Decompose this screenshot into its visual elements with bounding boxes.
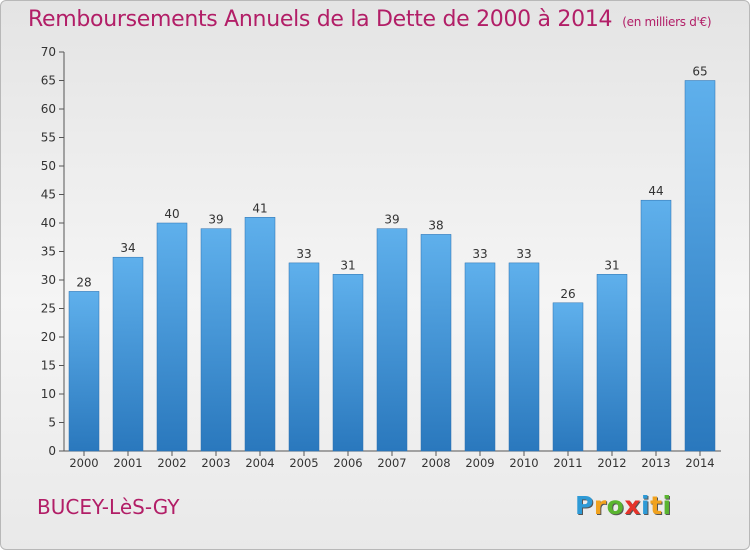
bar-value-label: 34: [120, 241, 135, 255]
x-tick-label: 2001: [113, 456, 142, 470]
proxiti-logo: Proxiti: [575, 491, 672, 520]
bar: [288, 262, 320, 452]
x-tick-label: 2007: [377, 456, 406, 470]
bar-value-label: 33: [296, 247, 311, 261]
bar-value-label: 28: [76, 275, 91, 289]
logo-letter: i: [641, 491, 651, 520]
y-tick-label: 60: [41, 102, 56, 116]
x-tick-label: 2014: [685, 456, 714, 470]
bar-value-label: 31: [604, 258, 619, 272]
bar: [684, 80, 716, 452]
bars: 28 34 40 39 41 33 31 39 38 33 33 26 31 44 65: [68, 65, 716, 452]
x-tick-label: 2000: [69, 456, 98, 470]
bar: [420, 234, 452, 452]
bar-value-label: 33: [472, 247, 487, 261]
bar: [332, 274, 364, 452]
bar-value-label: 31: [340, 258, 355, 272]
x-tick-label: 2006: [333, 456, 362, 470]
bar: [552, 302, 584, 452]
bar: [68, 291, 100, 452]
y-tick-label: 35: [41, 245, 56, 259]
logo-letter: o: [606, 491, 625, 520]
y-axis: 0 5 10 15 20 25 30 35 40 45 50 55 60 65 70: [41, 45, 65, 458]
bar: [640, 199, 672, 452]
x-tick-label: 2004: [245, 456, 274, 470]
bar: [244, 217, 276, 452]
bar: [508, 262, 540, 452]
y-tick-label: 45: [41, 188, 56, 202]
bar-value-label: 26: [560, 287, 575, 301]
town-name: BUCEY-LèS-GY: [37, 495, 180, 519]
y-tick-label: 55: [41, 131, 56, 145]
bar-value-label: 33: [516, 247, 531, 261]
logo-letter: r: [593, 491, 607, 520]
x-tick-label: 2009: [465, 456, 494, 470]
y-tick-label: 0: [48, 444, 56, 458]
bar-value-label: 40: [164, 207, 179, 221]
logo-letter: t: [650, 491, 663, 520]
bar: [464, 262, 496, 452]
y-tick-label: 40: [41, 216, 56, 230]
logo-letter: P: [575, 491, 594, 520]
x-tick-label: 2008: [421, 456, 450, 470]
x-tick-label: 2003: [201, 456, 230, 470]
y-tick-label: 10: [41, 387, 56, 401]
y-tick-label: 30: [41, 273, 56, 287]
x-tick-label: 2002: [157, 456, 186, 470]
chart-unit-note: (en milliers d'€): [622, 15, 712, 29]
bar: [596, 274, 628, 452]
y-tick-label: 65: [41, 74, 56, 88]
bar-value-label: 44: [648, 184, 663, 198]
x-tick-label: 2010: [509, 456, 538, 470]
chart-title: Remboursements Annuels de la Dette de 20…: [28, 7, 712, 32]
bar-value-label: 39: [384, 213, 399, 227]
x-tick-label: 2012: [597, 456, 626, 470]
logo-letter: i: [662, 491, 672, 520]
y-tick-label: 15: [41, 359, 56, 373]
bar-value-label: 39: [208, 213, 223, 227]
x-tick-label: 2011: [553, 456, 582, 470]
chart-title-text: Remboursements Annuels de la Dette de 20…: [28, 7, 613, 32]
y-tick-label: 5: [48, 416, 56, 430]
y-tick-label: 25: [41, 302, 56, 316]
y-tick-label: 70: [41, 45, 56, 59]
x-tick-label: 2005: [289, 456, 318, 470]
bar-value-label: 38: [428, 218, 443, 232]
y-tick-label: 50: [41, 159, 56, 173]
x-tick-label: 2013: [641, 456, 670, 470]
bar: [156, 222, 188, 452]
logo-letter: x: [624, 491, 641, 520]
x-axis: 2000 2001 2002 2003 2004 2005 2006 2007 2008 2009…: [64, 450, 721, 470]
bar-value-label: 65: [692, 65, 707, 79]
bar: [112, 256, 144, 452]
bar: [376, 228, 408, 452]
y-tick-label: 20: [41, 330, 56, 344]
bar: [200, 228, 232, 452]
bar-value-label: 41: [252, 201, 267, 215]
